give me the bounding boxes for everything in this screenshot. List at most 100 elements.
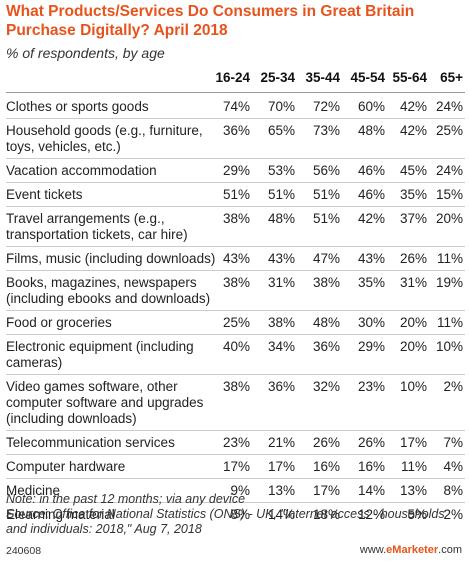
data-cell: 36% [222, 123, 250, 138]
data-cell: 32% [312, 379, 340, 394]
table-row: Video games software, other computer sof… [0, 375, 470, 431]
brand-name: eMarketer [386, 544, 439, 556]
row-label: Books, magazines, newspapers (including … [6, 275, 211, 306]
data-cell: 13% [267, 483, 295, 498]
source-line: Source: Office for National Statistics (… [6, 507, 445, 536]
data-cell: 9% [230, 483, 250, 498]
data-cell: 23% [222, 435, 250, 450]
data-cell: 36% [312, 339, 340, 354]
brand-prefix: www. [359, 544, 387, 556]
data-cell: 43% [222, 251, 250, 266]
column-header: 45-54 [350, 70, 385, 85]
data-cell: 35% [399, 187, 427, 202]
data-cell: 20% [399, 315, 427, 330]
data-cell: 8% [230, 507, 250, 522]
data-cell: 38% [222, 211, 250, 226]
data-cell: 10% [435, 339, 463, 354]
data-cell: 12% [357, 507, 385, 522]
row-divider [6, 246, 465, 247]
data-cell: 29% [222, 163, 250, 178]
data-cell: 25% [435, 123, 463, 138]
data-cell: 15% [435, 187, 463, 202]
row-divider [6, 478, 465, 479]
row-divider [6, 270, 465, 271]
data-cell: 43% [267, 251, 295, 266]
data-cell: 26% [399, 251, 427, 266]
data-cell: 46% [357, 163, 385, 178]
data-cell: 43% [357, 251, 385, 266]
data-cell: 38% [312, 275, 340, 290]
data-cell: 35% [357, 275, 385, 290]
row-label: Video games software, other computer sof… [6, 379, 204, 426]
table-row: Elearning material 8% 14% 18% 12% 5% 2% [0, 503, 470, 527]
column-header: 35-44 [305, 70, 340, 85]
row-label: Event tickets [6, 187, 83, 202]
data-cell: 51% [312, 187, 340, 202]
data-cell: 46% [357, 187, 385, 202]
row-divider [6, 454, 465, 455]
row-label: Elearning material [6, 507, 115, 522]
row-label: Travel arrangements (e.g., transportatio… [6, 211, 188, 242]
data-cell: 70% [267, 99, 295, 114]
table-row: Event tickets 51% 51% 51% 46% 35% 15% [0, 183, 470, 207]
data-cell: 34% [267, 339, 295, 354]
row-label: Food or groceries [6, 315, 112, 330]
data-cell: 48% [312, 315, 340, 330]
table-row: Vacation accommodation 29% 53% 56% 46% 45% 24% [0, 159, 470, 183]
data-cell: 65% [267, 123, 295, 138]
data-cell: 37% [399, 211, 427, 226]
brand-suffix: .com [438, 544, 462, 556]
header-divider [6, 92, 465, 93]
table-row: Films, music (including downloads) 43% 43%… [0, 247, 470, 271]
row-divider [6, 430, 465, 431]
data-cell: 73% [312, 123, 340, 138]
row-label: Household goods (e.g., furniture, toys, … [6, 123, 203, 154]
data-cell: 18% [312, 507, 340, 522]
data-cell: 31% [399, 275, 427, 290]
data-cell: 11% [436, 315, 463, 330]
table-row: Electronic equipment (including cameras)… [0, 335, 470, 375]
data-cell: 17% [267, 459, 295, 474]
data-cell: 19% [435, 275, 463, 290]
data-cell: 42% [399, 123, 427, 138]
table-row: Books, magazines, newspapers (including … [0, 271, 470, 311]
data-cell: 26% [357, 435, 385, 450]
row-label: Computer hardware [6, 459, 126, 474]
row-label: Vacation accommodation [6, 163, 157, 178]
chart-note: Note: in the past 12 months; via any dev… [6, 492, 461, 537]
chart-subtitle: % of respondents, by age [6, 45, 165, 61]
data-cell: 13% [399, 483, 427, 498]
row-label: Medicine [6, 483, 61, 498]
chart-id: 240608 [6, 545, 42, 557]
data-cell: 38% [222, 379, 250, 394]
data-cell: 31% [267, 275, 295, 290]
data-cell: 17% [399, 435, 427, 450]
data-cell: 20% [399, 339, 427, 354]
data-cell: 16% [312, 459, 340, 474]
data-cell: 14% [267, 507, 295, 522]
data-cell: 7% [443, 435, 463, 450]
column-header: 25-34 [260, 70, 295, 85]
data-cell: 24% [435, 99, 463, 114]
data-cell: 20% [435, 211, 463, 226]
row-divider [6, 374, 465, 375]
data-cell: 56% [312, 163, 340, 178]
data-cell: 30% [357, 315, 385, 330]
data-cell: 60% [357, 99, 385, 114]
row-label: Electronic equipment (including cameras) [6, 339, 194, 370]
row-label: Films, music (including downloads) [6, 251, 216, 266]
data-cell: 74% [222, 99, 250, 114]
table-row: Computer hardware 17% 17% 16% 16% 11% 4% [0, 455, 470, 479]
row-divider [6, 206, 465, 207]
column-header: 65+ [440, 70, 463, 85]
data-cell: 26% [312, 435, 340, 450]
table-row: Medicine 9% 13% 17% 14% 13% 8% [0, 479, 470, 503]
data-cell: 48% [267, 211, 295, 226]
data-cell: 42% [357, 211, 385, 226]
data-cell: 72% [312, 99, 340, 114]
data-cell: 47% [312, 251, 340, 266]
data-cell: 17% [312, 483, 340, 498]
data-cell: 51% [222, 187, 250, 202]
row-divider [6, 158, 465, 159]
